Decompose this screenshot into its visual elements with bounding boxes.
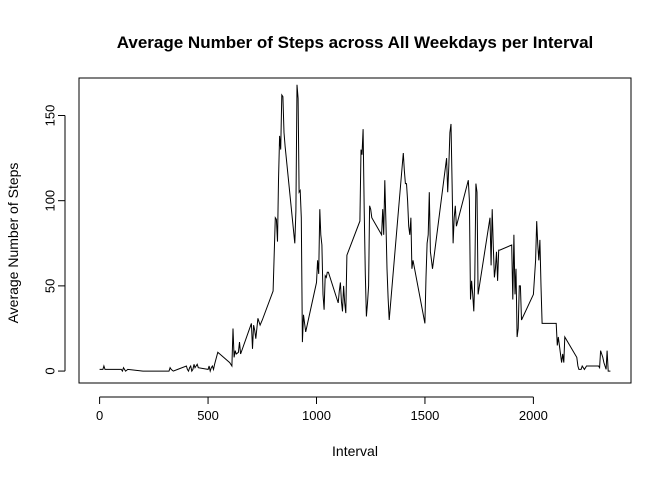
series-line (99, 84, 611, 374)
x-axis-label: Interval (332, 443, 378, 459)
y-tick-label: 50 (43, 279, 58, 293)
x-tick-label: 1500 (410, 408, 439, 423)
x-tick-label: 2000 (519, 408, 548, 423)
y-axis: 0 50 100 150 (43, 105, 66, 375)
x-tick-label: 0 (96, 408, 103, 423)
x-tick-label: 1000 (302, 408, 331, 423)
x-axis: 0 500 1000 1500 2000 (96, 396, 548, 423)
y-axis-label: Average Number of Steps (5, 163, 21, 324)
x-tick-label: 500 (197, 408, 219, 423)
y-tick-label: 100 (43, 190, 58, 212)
y-tick-label: 0 (43, 367, 58, 374)
plot-frame (78, 77, 632, 384)
chart-title: Average Number of Steps across All Weekd… (117, 33, 594, 52)
y-tick-label: 150 (43, 105, 58, 127)
